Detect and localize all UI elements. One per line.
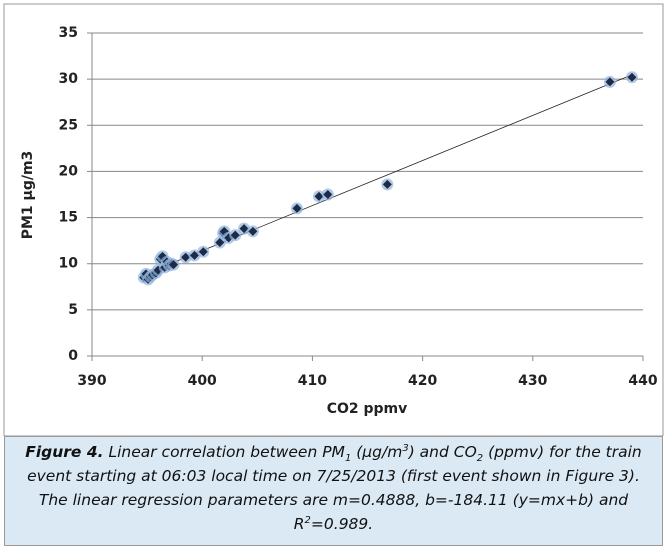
point: [323, 190, 333, 199]
point: [181, 252, 191, 262]
point: [605, 77, 615, 87]
caption-run: Figure 4.: [25, 443, 104, 461]
y-tick-label: 30: [59, 71, 79, 87]
y-tick-label: 5: [68, 302, 78, 318]
y-axis-label: PM1 µg/m3: [20, 151, 36, 240]
x-tick-label: 400: [188, 373, 217, 389]
caption-run: (µg/m: [351, 443, 403, 461]
caption-run: 2: [476, 453, 484, 465]
x-tick-label: 430: [518, 373, 547, 389]
caption-run: ) and CO: [408, 443, 477, 461]
chart: CO2 ppmv PM1 µg/m3 0 5 10 15 20 25 30 35 390 400 4…: [3, 3, 664, 437]
caption-run: (ppmv) for the train event starting at 0…: [27, 443, 642, 533]
point: [169, 260, 179, 270]
point: [314, 191, 324, 201]
y-tick-label: 10: [59, 256, 79, 272]
caption-run: 3: [402, 442, 409, 454]
caption-run: =0.989.: [310, 515, 374, 533]
y-tick-label: 20: [59, 163, 79, 179]
caption-run: 1: [344, 453, 352, 465]
x-tick-label: 410: [298, 373, 327, 389]
point: [248, 226, 258, 236]
point: [382, 179, 392, 189]
figure-caption: Figure 4. Linear correlation between PM1…: [4, 436, 663, 546]
point: [239, 224, 249, 234]
x-tick-label: 390: [77, 373, 106, 389]
caption-run: 2: [304, 514, 311, 526]
caption-run: Linear correlation between PM: [103, 443, 345, 461]
y-tick-label: 0: [68, 348, 78, 364]
point: [292, 203, 302, 213]
chart-border: [3, 3, 664, 437]
x-axis-label: CO2 ppmv: [327, 401, 408, 417]
y-tick-label: 25: [59, 117, 78, 133]
x-tick-label: 440: [628, 373, 657, 389]
x-tick-label: 420: [408, 373, 437, 389]
point: [627, 72, 637, 82]
point: [215, 237, 225, 247]
y-tick-label: 35: [59, 25, 78, 41]
point: [198, 247, 208, 257]
y-tick-label: 15: [59, 210, 78, 226]
point: [230, 230, 240, 240]
point: [189, 250, 199, 260]
